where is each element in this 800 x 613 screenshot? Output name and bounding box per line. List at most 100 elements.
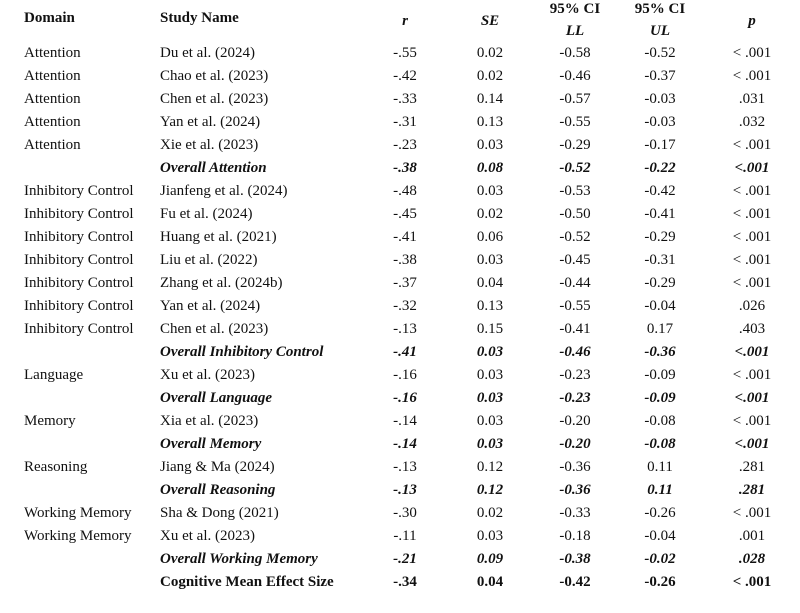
cell-ul: -0.09 (644, 367, 676, 383)
cell-ll: -0.20 (559, 413, 591, 429)
cell-r: -.13 (393, 321, 417, 337)
table-row: Inhibitory Control Zhang et al. (2024b) -.… (0, 272, 800, 295)
cell-p: .031 (738, 91, 766, 107)
cell-ul: -0.03 (644, 114, 676, 130)
table-row: Attention Du et al. (2024) -.55 0.02 -0.58 -0… (0, 42, 800, 65)
cell-study: Jianfeng et al. (2024) (160, 183, 288, 199)
table-row: Working Memory Xu et al. (2023) -.11 0.03 -0… (0, 525, 800, 548)
cell-se: 0.03 (476, 137, 504, 153)
cell-study: Jiang & Ma (2024) (160, 459, 275, 475)
cell-p: < .001 (732, 252, 772, 268)
cell-r: -.38 (393, 160, 417, 176)
cell-study: Zhang et al. (2024b) (160, 275, 283, 291)
cell-domain: Attention (24, 114, 81, 130)
cell-se: 0.14 (476, 91, 504, 107)
cell-ul: -0.17 (644, 137, 676, 153)
cell-se: 0.03 (476, 183, 504, 199)
cell-study: Huang et al. (2021) (160, 229, 277, 245)
overall-row: Overall Language -.16 0.03 -0.23 -0.09 <.001 (0, 387, 800, 410)
cell-r: -.48 (393, 183, 417, 199)
cell-ul: 0.17 (646, 321, 674, 337)
cell-ll: -0.50 (559, 206, 591, 222)
cell-study: Xu et al. (2023) (160, 367, 255, 383)
cell-se: 0.03 (476, 252, 504, 268)
cell-study: Cognitive Mean Effect Size (160, 574, 334, 590)
table-row: Working Memory Sha & Dong (2021) -.30 0.02 -… (0, 502, 800, 525)
table-header: Domain Study Name r SE 95% CI LL 95% CI … (0, 0, 800, 42)
cell-domain: Language (24, 367, 84, 383)
overall-row: Overall Memory -.14 0.03 -0.20 -0.08 <.001 (0, 433, 800, 456)
cell-ul: -0.29 (644, 229, 676, 245)
cell-ll: -0.42 (559, 574, 591, 590)
cell-r: -.21 (393, 551, 417, 567)
cell-p: < .001 (732, 45, 772, 61)
cell-ll: -0.53 (559, 183, 591, 199)
cell-ul: -0.26 (644, 505, 676, 521)
cell-r: -.14 (393, 413, 417, 429)
overall-row: Overall Working Memory -.21 0.09 -0.38 -0.02… (0, 548, 800, 571)
cell-p: .026 (738, 298, 766, 314)
cell-ll: -0.23 (559, 367, 591, 383)
cell-ul: -0.04 (644, 528, 676, 544)
cell-r: -.30 (393, 505, 417, 521)
cell-r: -.42 (393, 68, 417, 84)
cell-ll: -0.52 (559, 160, 591, 176)
table-row: Inhibitory Control Yan et al. (2024) -.32 0… (0, 295, 800, 318)
cell-se: 0.03 (476, 390, 504, 406)
header-ul: UL (650, 23, 670, 39)
cell-ul: -0.36 (644, 344, 676, 360)
cell-domain: Working Memory (24, 505, 132, 521)
cell-domain: Inhibitory Control (24, 206, 134, 222)
cell-p: < .001 (732, 68, 772, 84)
cell-r: -.34 (393, 574, 417, 590)
cell-r: -.16 (393, 390, 417, 406)
cell-ul: -0.08 (644, 436, 676, 452)
cell-domain: Inhibitory Control (24, 298, 134, 314)
cell-ll: -0.55 (559, 298, 591, 314)
cell-ll: -0.29 (559, 137, 591, 153)
cell-study: Yan et al. (2024) (160, 114, 261, 130)
cell-domain: Inhibitory Control (24, 321, 134, 337)
header-p: p (748, 13, 756, 29)
cell-p: < .001 (732, 229, 772, 245)
cell-p: <.001 (734, 390, 770, 406)
cell-study: Fu et al. (2024) (160, 206, 253, 222)
cell-r: -.41 (393, 344, 417, 360)
cell-se: 0.12 (476, 482, 504, 498)
cell-ll: -0.58 (559, 45, 591, 61)
table-row: Inhibitory Control Liu et al. (2022) -.38 0… (0, 249, 800, 272)
header-domain: Domain (24, 10, 75, 26)
cell-p: < .001 (732, 574, 772, 590)
cell-se: 0.09 (476, 551, 504, 567)
table-row: Reasoning Jiang & Ma (2024) -.13 0.12 -0.36 0… (0, 456, 800, 479)
cell-p: .001 (738, 528, 766, 544)
cell-se: 0.04 (476, 275, 504, 291)
cell-domain: Inhibitory Control (24, 252, 134, 268)
cell-study: Overall Reasoning (160, 482, 276, 498)
cell-ul: 0.11 (647, 459, 673, 475)
cell-domain: Working Memory (24, 528, 132, 544)
cell-p: .028 (738, 551, 766, 567)
table-row: Attention Chao et al. (2023) -.42 0.02 -0.46… (0, 65, 800, 88)
cell-r: -.16 (393, 367, 417, 383)
cell-p: <.001 (734, 436, 770, 452)
cell-study: Overall Working Memory (160, 551, 318, 567)
cell-p: < .001 (732, 367, 772, 383)
cell-study: Overall Inhibitory Control (160, 344, 324, 360)
cell-se: 0.03 (476, 436, 504, 452)
cell-ll: -0.46 (559, 68, 591, 84)
cell-r: -.11 (393, 528, 417, 544)
cell-r: -.32 (393, 298, 417, 314)
cell-r: -.33 (393, 91, 417, 107)
cell-study: Liu et al. (2022) (160, 252, 258, 268)
cell-ll: -0.36 (559, 482, 591, 498)
cell-se: 0.03 (476, 528, 504, 544)
cell-se: 0.12 (476, 459, 504, 475)
cell-ul: -0.29 (644, 275, 676, 291)
cell-domain: Reasoning (24, 459, 88, 475)
cell-ul: -0.26 (644, 574, 676, 590)
cell-domain: Attention (24, 68, 81, 84)
cell-se: 0.03 (476, 413, 504, 429)
cell-ll: -0.57 (559, 91, 591, 107)
cell-ul: -0.42 (644, 183, 676, 199)
